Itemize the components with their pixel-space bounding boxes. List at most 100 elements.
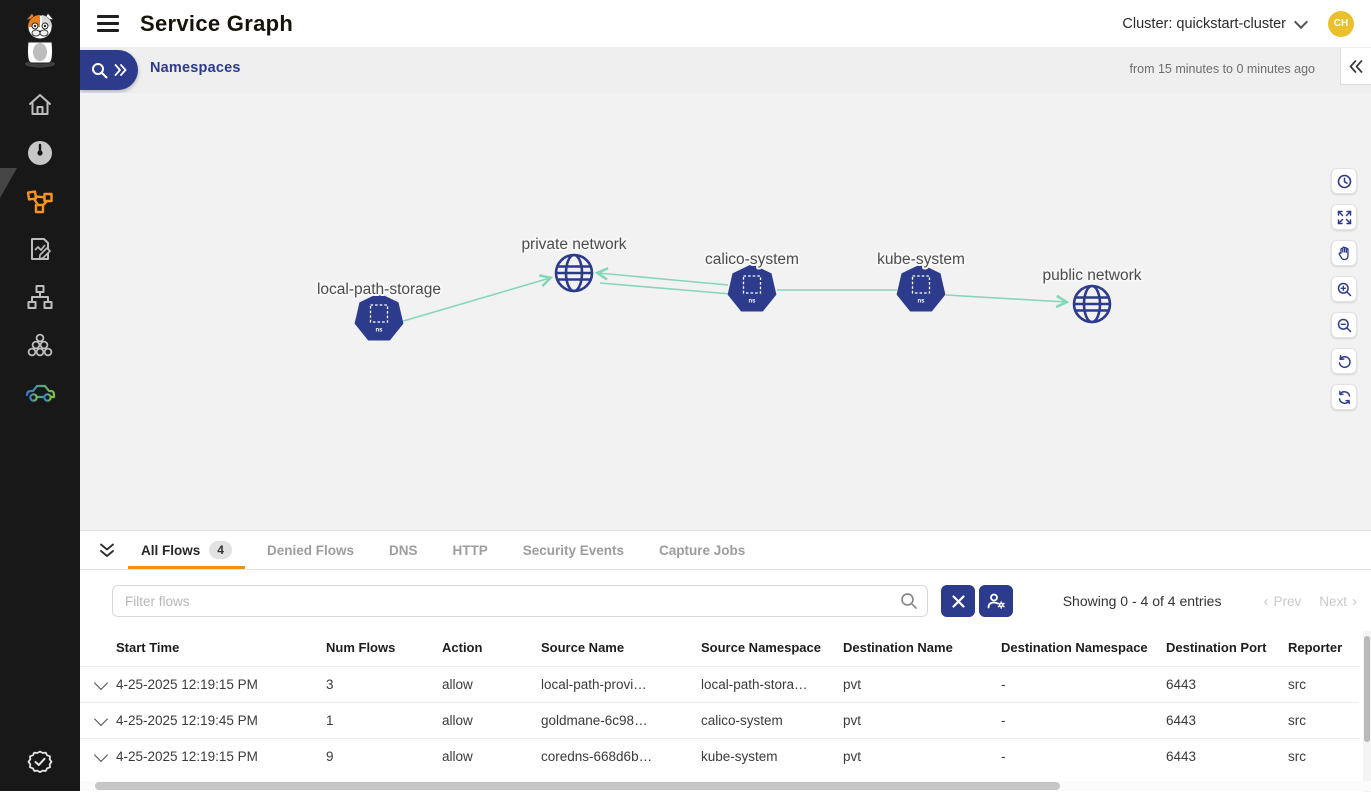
filter-flows-input[interactable] xyxy=(112,585,928,617)
table-vertical-scrollbar[interactable] xyxy=(1363,631,1371,792)
breadcrumb[interactable]: Namespaces xyxy=(150,60,241,76)
column-header[interactable]: Action xyxy=(442,640,483,655)
table-header-row: Start Time Num Flows Action Source Name … xyxy=(80,632,1359,667)
double-chevron-left-icon xyxy=(1349,59,1363,73)
horizontal-scrollbar-thumb[interactable] xyxy=(95,782,1060,790)
fit-screen-button[interactable] xyxy=(1331,204,1357,230)
double-chevron-down-icon xyxy=(100,543,114,557)
cluster-selector[interactable]: Cluster: quickstart-cluster xyxy=(1122,14,1309,32)
all-flows-count-badge: 4 xyxy=(209,541,232,559)
row-expand-chevron-icon[interactable] xyxy=(93,676,109,691)
next-page-button[interactable]: Next › xyxy=(1319,592,1357,610)
row-expand-chevron-icon[interactable] xyxy=(93,712,109,727)
graph-node-calico-system[interactable]: ns xyxy=(727,264,777,312)
tab-capture-jobs[interactable]: Capture Jobs xyxy=(659,542,746,558)
user-gear-icon xyxy=(987,593,1005,609)
chevron-right-icon: › xyxy=(1352,592,1357,610)
zoom-in-icon xyxy=(1337,282,1351,296)
graph-node-label: kube-system xyxy=(877,251,965,268)
sidebar xyxy=(0,0,80,791)
tab-all-flows[interactable]: All Flows 4 xyxy=(128,531,245,569)
column-header[interactable]: Destination Port xyxy=(1166,640,1267,655)
column-header[interactable]: Destination Name xyxy=(843,640,953,655)
sidebar-item-certificate[interactable] xyxy=(0,738,80,786)
flows-tabs-row: All Flows 4 Denied Flows DNS HTTP Securi… xyxy=(80,531,1371,570)
graph-edges xyxy=(399,273,1066,323)
certificate-badge-icon xyxy=(27,750,53,773)
flows-panel: All Flows 4 Denied Flows DNS HTTP Securi… xyxy=(80,530,1371,792)
row-expand-chevron-icon[interactable] xyxy=(93,748,109,763)
column-header[interactable]: Source Name xyxy=(541,640,625,655)
hand-icon xyxy=(1338,246,1349,260)
prev-page-button[interactable]: ‹ Prev xyxy=(1263,592,1302,610)
policy-document-icon xyxy=(31,238,51,260)
column-header[interactable]: Destination Namespace xyxy=(1001,640,1148,655)
zoom-out-button[interactable] xyxy=(1331,312,1357,338)
table-row[interactable]: 4-25-2025 12:19:15 PM 3 allow local-path… xyxy=(80,666,1359,703)
table-row[interactable]: 4-25-2025 12:19:15 PM 9 allow coredns-66… xyxy=(80,738,1359,775)
sidebar-item-network[interactable] xyxy=(0,273,80,321)
time-button[interactable] xyxy=(1331,168,1357,194)
pagination: ‹ Prev Next › xyxy=(1263,593,1357,610)
edge-lps-private xyxy=(399,278,550,323)
refresh-button[interactable] xyxy=(1331,384,1357,410)
graph-search-button[interactable] xyxy=(80,50,138,90)
chevron-down-icon xyxy=(1293,14,1309,29)
flows-table: Start Time Num Flows Action Source Name … xyxy=(80,632,1359,775)
cluster-circles-icon xyxy=(27,333,53,357)
graph-node-local-path-storage[interactable]: ns xyxy=(354,293,404,341)
graph-node-kube-system[interactable]: ns xyxy=(896,264,946,312)
column-header[interactable]: Reporter xyxy=(1288,640,1343,655)
sidebar-item-clusters[interactable] xyxy=(0,321,80,369)
tab-denied-flows[interactable]: Denied Flows xyxy=(266,542,354,558)
graph-node-public-network[interactable] xyxy=(1072,284,1112,324)
service-graph-icon xyxy=(26,190,53,214)
calico-cat-logo xyxy=(24,12,56,68)
column-header[interactable]: Num Flows xyxy=(326,640,396,655)
showing-entries-label: Showing 0 - 4 of 4 entries xyxy=(1062,593,1222,609)
tab-dns[interactable]: DNS xyxy=(388,542,418,558)
service-graph-canvas[interactable]: ns local-path-storage private network ns… xyxy=(80,93,1371,530)
table-row[interactable]: 4-25-2025 12:19:45 PM 1 allow goldmane-6… xyxy=(80,702,1359,739)
pan-button[interactable] xyxy=(1331,240,1357,266)
user-settings-button[interactable] xyxy=(979,585,1013,617)
table-horizontal-scrollbar[interactable] xyxy=(80,781,1371,791)
active-item-notch xyxy=(0,168,17,198)
search-icon xyxy=(92,62,108,78)
search-icon xyxy=(901,593,917,609)
svg-text:ns: ns xyxy=(748,299,756,305)
graph-node-private-network[interactable] xyxy=(554,253,594,293)
clock-icon xyxy=(1337,174,1351,188)
sidebar-item-dashboard[interactable] xyxy=(0,129,80,177)
panel-collapse-button[interactable] xyxy=(96,539,118,561)
gauge-icon xyxy=(28,141,52,165)
undo-button[interactable] xyxy=(1331,348,1357,374)
graph-node-label: local-path-storage xyxy=(317,281,441,298)
breadcrumb-bar: Namespaces from 15 minutes to 0 minutes … xyxy=(80,47,1371,93)
sidebar-item-compliance-car[interactable] xyxy=(0,368,80,416)
edge-kube-public xyxy=(945,294,1066,302)
page-title: Service Graph xyxy=(140,10,294,36)
double-chevron-right-icon xyxy=(114,64,127,76)
sidebar-item-home[interactable] xyxy=(0,81,80,129)
column-header[interactable]: Start Time xyxy=(116,640,180,655)
service-graph-svg: ns local-path-storage private network ns… xyxy=(315,234,1144,341)
home-icon xyxy=(29,94,51,115)
tab-security-events[interactable]: Security Events xyxy=(522,542,625,558)
menu-toggle-button[interactable] xyxy=(97,15,119,32)
time-range-label: from 15 minutes to 0 minutes ago xyxy=(1129,62,1315,76)
chevron-left-icon: ‹ xyxy=(1263,592,1269,610)
tab-http[interactable]: HTTP xyxy=(452,542,488,558)
svg-text:ns: ns xyxy=(917,299,925,305)
clear-filter-button[interactable] xyxy=(941,585,975,617)
car-icon xyxy=(25,384,56,402)
column-header[interactable]: Source Namespace xyxy=(701,640,821,655)
undo-icon xyxy=(1338,354,1351,368)
sidebar-item-service-graph[interactable] xyxy=(0,177,80,225)
sidebar-item-policies[interactable] xyxy=(0,225,80,273)
user-avatar[interactable]: CH xyxy=(1328,10,1354,37)
zoom-in-button[interactable] xyxy=(1331,276,1357,302)
vertical-scrollbar-thumb[interactable] xyxy=(1364,636,1370,742)
right-panel-expander[interactable] xyxy=(1340,48,1371,85)
graph-node-label: private network xyxy=(521,236,626,253)
